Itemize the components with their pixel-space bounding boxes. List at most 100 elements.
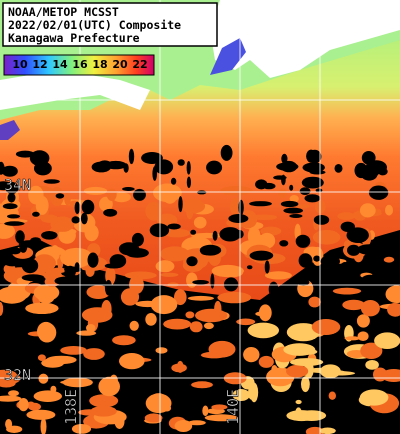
cloud-patch <box>295 234 311 248</box>
sst-patch <box>247 322 279 339</box>
cloud-patch <box>313 255 321 262</box>
cloud-patch <box>178 196 183 213</box>
cloud-patch <box>301 176 324 189</box>
sst-patch <box>46 355 77 365</box>
sst-patch <box>203 322 214 330</box>
sst-patch <box>26 409 56 420</box>
cloud-patch <box>54 276 78 286</box>
sst-patch <box>0 286 27 304</box>
sst-patch <box>356 314 370 328</box>
sst-patch <box>374 332 400 349</box>
cloud-patch <box>268 281 279 297</box>
sst-patch <box>290 358 324 367</box>
sst-patch <box>145 393 172 414</box>
cloud-patch <box>279 240 289 247</box>
sst-patch <box>174 289 187 306</box>
sst-patch <box>129 320 139 331</box>
sst-patch <box>85 265 95 277</box>
sst-patch <box>211 264 244 278</box>
cloud-patch <box>206 160 223 175</box>
cloud-patch <box>280 200 299 208</box>
sst-patch <box>295 407 302 420</box>
lon-label: 140E <box>224 389 242 425</box>
cloud-patch <box>302 162 325 173</box>
sst-patch <box>186 272 198 288</box>
cloud-patch <box>283 207 304 214</box>
cloud-patch <box>186 256 198 267</box>
sst-patch <box>163 228 191 238</box>
sst-patch <box>185 311 195 319</box>
sst-patch <box>50 385 57 393</box>
sst-patch <box>145 201 162 221</box>
sst-patch <box>33 390 62 403</box>
cloud-patch <box>0 161 5 175</box>
sst-patch <box>312 230 341 245</box>
cloud-patch <box>41 231 58 240</box>
cloud-patch <box>339 262 351 278</box>
sst-patch <box>200 351 228 359</box>
sst-patch <box>98 376 120 397</box>
cloud-patch <box>186 161 191 175</box>
colorbar-labels: 10 12 14 16 18 20 22 <box>12 58 147 71</box>
cloud-patch <box>228 214 249 223</box>
sst-patch <box>160 246 190 262</box>
cloud-patch <box>289 184 294 191</box>
sst-patch <box>328 391 336 400</box>
sst-patch <box>155 260 175 273</box>
sst-patch <box>295 204 310 209</box>
cloud-patch <box>7 192 16 203</box>
cloud-patch <box>4 260 20 267</box>
cloud-patch <box>297 278 310 286</box>
lat-label: 34N <box>4 176 31 194</box>
cloud-patch <box>219 227 241 242</box>
sst-patch <box>373 367 388 382</box>
cloud-patch <box>347 244 361 256</box>
colorbar-label: 18 <box>92 58 107 71</box>
cloud-patch <box>177 159 185 166</box>
sst-patch <box>342 299 366 311</box>
sst-patch <box>258 304 272 322</box>
colorbar <box>3 54 155 76</box>
sst-patch <box>83 186 108 195</box>
sst-patch <box>332 287 362 295</box>
cloud-patch <box>131 232 144 247</box>
sst-patch <box>295 399 302 405</box>
cloud-patch <box>2 203 18 210</box>
cloud-patch <box>372 169 379 176</box>
sst-patch <box>278 188 288 198</box>
cloud-patch <box>167 223 181 230</box>
sst-patch <box>211 404 228 410</box>
cloud-patch <box>98 160 111 167</box>
cloud-patch <box>27 263 33 272</box>
sst-patch <box>25 302 59 314</box>
sst-patch <box>337 212 356 220</box>
cloud-patch <box>104 263 123 269</box>
cloud-patch <box>103 208 118 217</box>
cloud-patch <box>133 188 146 201</box>
sst-patch <box>385 204 393 216</box>
cloud-patch <box>1 165 18 177</box>
cloud-patch <box>71 216 80 224</box>
sst-patch <box>40 417 47 434</box>
cloud-patch <box>377 268 393 275</box>
cloud-patch <box>249 201 272 207</box>
sst-patch <box>264 271 292 280</box>
lat-label: 32N <box>4 366 31 384</box>
sst-patch <box>360 300 380 317</box>
sst-patch <box>50 216 75 232</box>
sst-patch <box>8 390 19 397</box>
cloud-patch <box>104 279 113 296</box>
cloud-patch <box>377 167 388 176</box>
sst-patch <box>359 203 376 218</box>
sst-patch <box>0 395 22 402</box>
sst-patch <box>171 363 187 373</box>
cloud-patch <box>357 244 381 255</box>
cloud-patch <box>32 211 40 217</box>
cloud-patch <box>15 230 25 244</box>
cloud-patch <box>9 247 21 255</box>
sst-patch <box>86 285 111 299</box>
cloud-patch <box>122 187 135 191</box>
sst-patch <box>162 187 178 204</box>
